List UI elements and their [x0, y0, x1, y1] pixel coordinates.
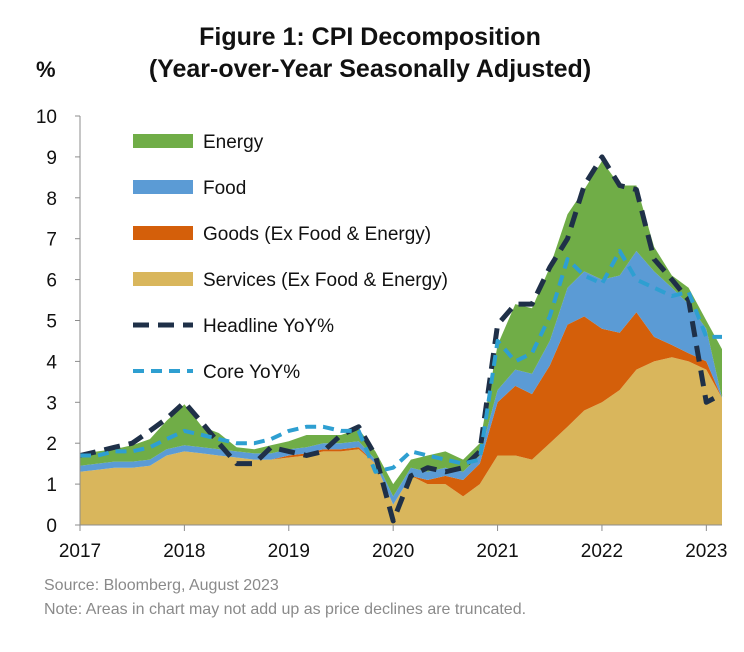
legend-label: Services (Ex Food & Energy): [203, 270, 448, 291]
legend-item: Core YoY%: [133, 362, 300, 383]
legend-swatch: [133, 226, 193, 240]
x-tick-label: 2018: [163, 541, 205, 562]
y-tick-label: 9: [46, 148, 57, 169]
x-tick-label: 2023: [685, 541, 727, 562]
legend-item: Food: [133, 178, 246, 199]
y-tick-label: 1: [46, 475, 57, 496]
legend-item: Headline YoY%: [133, 316, 334, 337]
x-tick-label: 2017: [59, 541, 101, 562]
legend-swatch: [133, 134, 193, 148]
area-food: [80, 251, 722, 505]
y-tick-label: 8: [46, 189, 57, 210]
legend-label: Core YoY%: [203, 362, 300, 383]
legend: Energy Food Goods (Ex Food & Energy) Servic…: [133, 132, 448, 383]
line-core-yoy: [80, 249, 722, 474]
source-note: Source: Bloomberg, August 2023: [44, 577, 279, 594]
x-tick-label: 2022: [581, 541, 623, 562]
legend-label: Food: [203, 178, 246, 199]
legend-swatch: [133, 272, 193, 286]
x-tick-label: 2021: [476, 541, 518, 562]
chart-subtitle: (Year-over-Year Seasonally Adjusted): [149, 55, 591, 83]
legend-item: Goods (Ex Food & Energy): [133, 224, 431, 245]
y-tick-label: 3: [46, 393, 57, 414]
legend-swatch: [133, 180, 193, 194]
areas-layer: [80, 161, 722, 525]
legend-label: Energy: [203, 132, 264, 153]
y-tick-label: 6: [46, 271, 57, 292]
y-tick-label: 4: [46, 352, 57, 373]
legend-item: Services (Ex Food & Energy): [133, 270, 448, 291]
y-tick-label: 0: [46, 516, 57, 537]
legend-item: Energy: [133, 132, 264, 153]
y-axis-unit-label: %: [36, 57, 56, 82]
area-services-ex-food-energy: [80, 357, 722, 525]
area-goods-ex-food-energy: [80, 312, 722, 505]
line-headline-yoy: [79, 154, 724, 524]
y-tick-label: 5: [46, 312, 57, 333]
legend-label: Goods (Ex Food & Energy): [203, 224, 431, 245]
y-tick-label: 2: [46, 434, 57, 455]
axes-layer: 0 1 2 3 4 5 6 7 8 9 10 2017 2018 2019 2020 2021 2022 2023: [36, 107, 728, 562]
y-tick-label: 10: [36, 107, 57, 128]
x-tick-label: 2020: [372, 541, 414, 562]
chart-title: Figure 1: CPI Decomposition: [199, 23, 541, 51]
footnote: Note: Areas in chart may not add up as p…: [44, 601, 526, 618]
y-tick-label: 7: [46, 230, 57, 251]
lines-layer: [79, 154, 724, 524]
legend-label: Headline YoY%: [203, 316, 334, 337]
x-tick-label: 2019: [268, 541, 310, 562]
